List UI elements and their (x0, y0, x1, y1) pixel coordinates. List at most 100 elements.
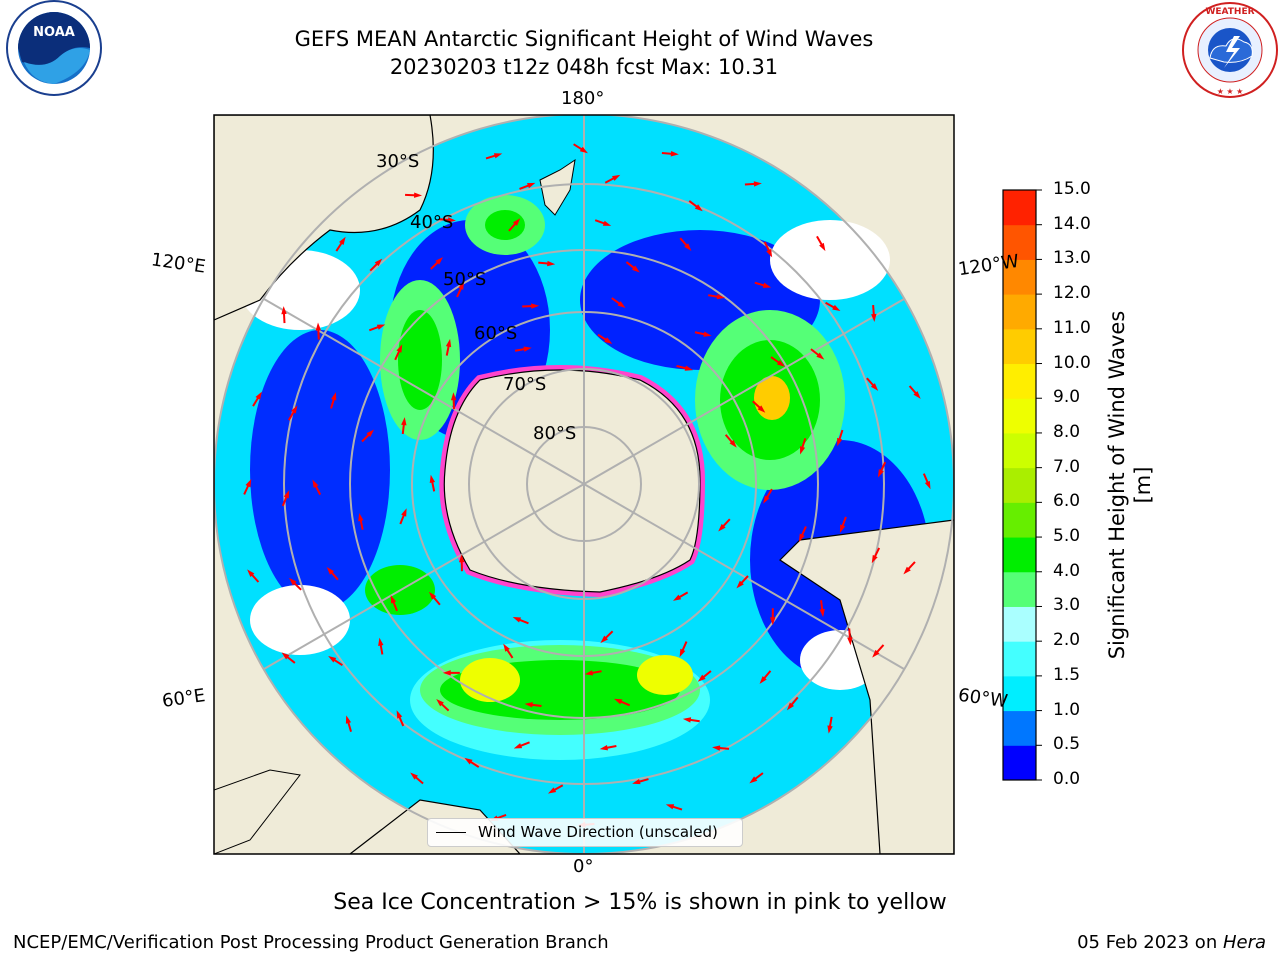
wind-wave-arrows (243, 143, 931, 828)
wave-direction-arrowhead (414, 192, 423, 198)
wave-direction-arrowhead (442, 670, 451, 676)
lat-label-50s: 50°S (443, 269, 487, 290)
colorbar-tick-label: 0.0 (1053, 769, 1081, 789)
colorbar-segment (1003, 432, 1036, 469)
wave-direction-arrowhead (763, 495, 770, 504)
colorbar-segment (1003, 467, 1036, 503)
wave-direction-arrowhead (464, 757, 473, 765)
south-america-land (779, 519, 954, 854)
wave-direction-arrowhead (770, 617, 776, 626)
wave-direction-arrowhead (547, 260, 556, 267)
wave-direction-arrowhead (871, 313, 877, 323)
antarctica-land (443, 369, 701, 593)
wave-direction-arrowhead (827, 725, 833, 734)
date-stamp: 05 Feb 2023 on Hera (1077, 932, 1266, 953)
wave-direction-arrowhead (281, 306, 287, 315)
wave-direction-arrowhead (531, 303, 540, 309)
wave-direction-arrowhead (872, 649, 880, 658)
wave-direction-arrowhead (291, 405, 298, 414)
lat-label-80s: 80°S (533, 423, 577, 444)
colorbar-segment (1003, 190, 1036, 226)
wave-direction-arrowhead (749, 776, 758, 784)
wave-direction-arrowhead (376, 324, 386, 330)
wave-direction-arrowhead (684, 243, 692, 251)
wave-direction-arrowhead (523, 346, 532, 352)
sea-ice-note: Sea Ice Concentration > 15% is shown in … (333, 890, 947, 915)
wave-direction-arrowhead (819, 608, 825, 618)
australia-land (214, 115, 434, 321)
colorbar-segment (1003, 710, 1036, 746)
wave-direction-arrowhead (682, 717, 692, 723)
wave-direction-arrowhead (757, 405, 766, 413)
wave-direction-arrowhead (410, 772, 418, 780)
legend-label: Wind Wave Direction (unscaled) (478, 823, 718, 841)
colorbar-segment (1003, 571, 1036, 607)
colorbar-tick-label: 8.0 (1053, 421, 1081, 442)
colorbar-tick-label: 15.0 (1053, 179, 1091, 199)
legend-line-sample (436, 832, 466, 833)
wave-direction-arrowhead (600, 635, 608, 644)
wave-direction-arrowhead (245, 478, 252, 488)
wave-direction-arrowhead (450, 392, 457, 401)
colorbar-segment (1003, 537, 1036, 573)
colorbar-tick-label: 13.0 (1053, 248, 1091, 269)
date-text: 05 Feb 2023 on (1077, 932, 1223, 953)
colorbar-segment (1003, 328, 1036, 365)
map-field (214, 115, 954, 854)
wave-direction-arrowhead (670, 151, 679, 157)
colorbar-tick-label: 6.0 (1053, 491, 1081, 512)
wave-direction-arrowhead (503, 643, 510, 652)
wave-direction-arrowhead (579, 146, 588, 154)
wave-direction-arrowhead (247, 569, 255, 578)
wave-direction-arrowhead (684, 365, 694, 371)
madagascar-land (214, 769, 301, 854)
colorbar-label: Significant Height of Wind Waves [m] (1105, 310, 1155, 660)
wave-direction-arrowhead (366, 429, 375, 438)
wave-direction-arrowhead (396, 344, 403, 353)
new-zealand-land (539, 158, 576, 216)
wave-direction-arrowhead (374, 258, 383, 267)
wave-direction-arrowhead (428, 591, 437, 600)
wave-direction-arrowhead (832, 304, 841, 312)
lat-label-60s: 60°S (474, 323, 518, 344)
wave-direction-arrowhead (631, 265, 640, 273)
wave-direction-arrowhead (694, 204, 703, 212)
wave-direction-arrowhead (281, 652, 290, 660)
wave-direction-arrowhead (614, 698, 623, 705)
colorbar-tick-label: 0.5 (1053, 734, 1081, 755)
wave-direction-arrowhead (493, 153, 503, 159)
colorbar-segment (1003, 641, 1036, 677)
colorbar-segment (1003, 224, 1036, 260)
machine-name: Hera (1222, 932, 1266, 953)
wave-direction-arrowhead (447, 217, 456, 223)
wave-direction-arrowhead (326, 566, 335, 575)
wave-direction-arrowhead (401, 417, 407, 426)
wave-direction-arrowhead (786, 702, 795, 711)
wave-direction-arrowhead (401, 508, 407, 517)
lat-label-40s: 40°S (410, 212, 454, 233)
chart-title: GEFS MEAN Antarctic Significant Height o… (294, 27, 874, 51)
colorbar-segment (1003, 606, 1036, 642)
svg-text:WEATHER: WEATHER (1205, 7, 1254, 17)
wave-field-bands (240, 195, 930, 760)
map-frame (213, 114, 955, 855)
wave-direction-arrowhead (617, 301, 626, 309)
wave-direction-arrowhead (903, 566, 911, 575)
colorbar-segment (1003, 745, 1036, 781)
wave-direction-arrowhead (283, 490, 290, 499)
wave-direction-arrowhead (345, 715, 352, 724)
wave-direction-arrowhead (358, 513, 364, 522)
colorbar-segment (1003, 259, 1036, 295)
wave-direction-arrowhead (776, 359, 785, 367)
wave-direction-arrowhead (753, 181, 762, 187)
wave-direction-arrowhead (718, 523, 726, 532)
colorbar-segment (1003, 675, 1036, 712)
wave-direction-arrowhead (445, 338, 452, 348)
wave-direction-arrowhead (435, 257, 443, 265)
colorbar-tick-label: 12.0 (1053, 283, 1091, 304)
wave-direction-arrowhead (766, 249, 773, 258)
wave-direction-arrowhead (512, 218, 521, 226)
wave-direction-arrowhead (378, 637, 384, 646)
wave-direction-arrowhead (289, 577, 297, 586)
wave-direction-arrowhead (798, 533, 805, 542)
